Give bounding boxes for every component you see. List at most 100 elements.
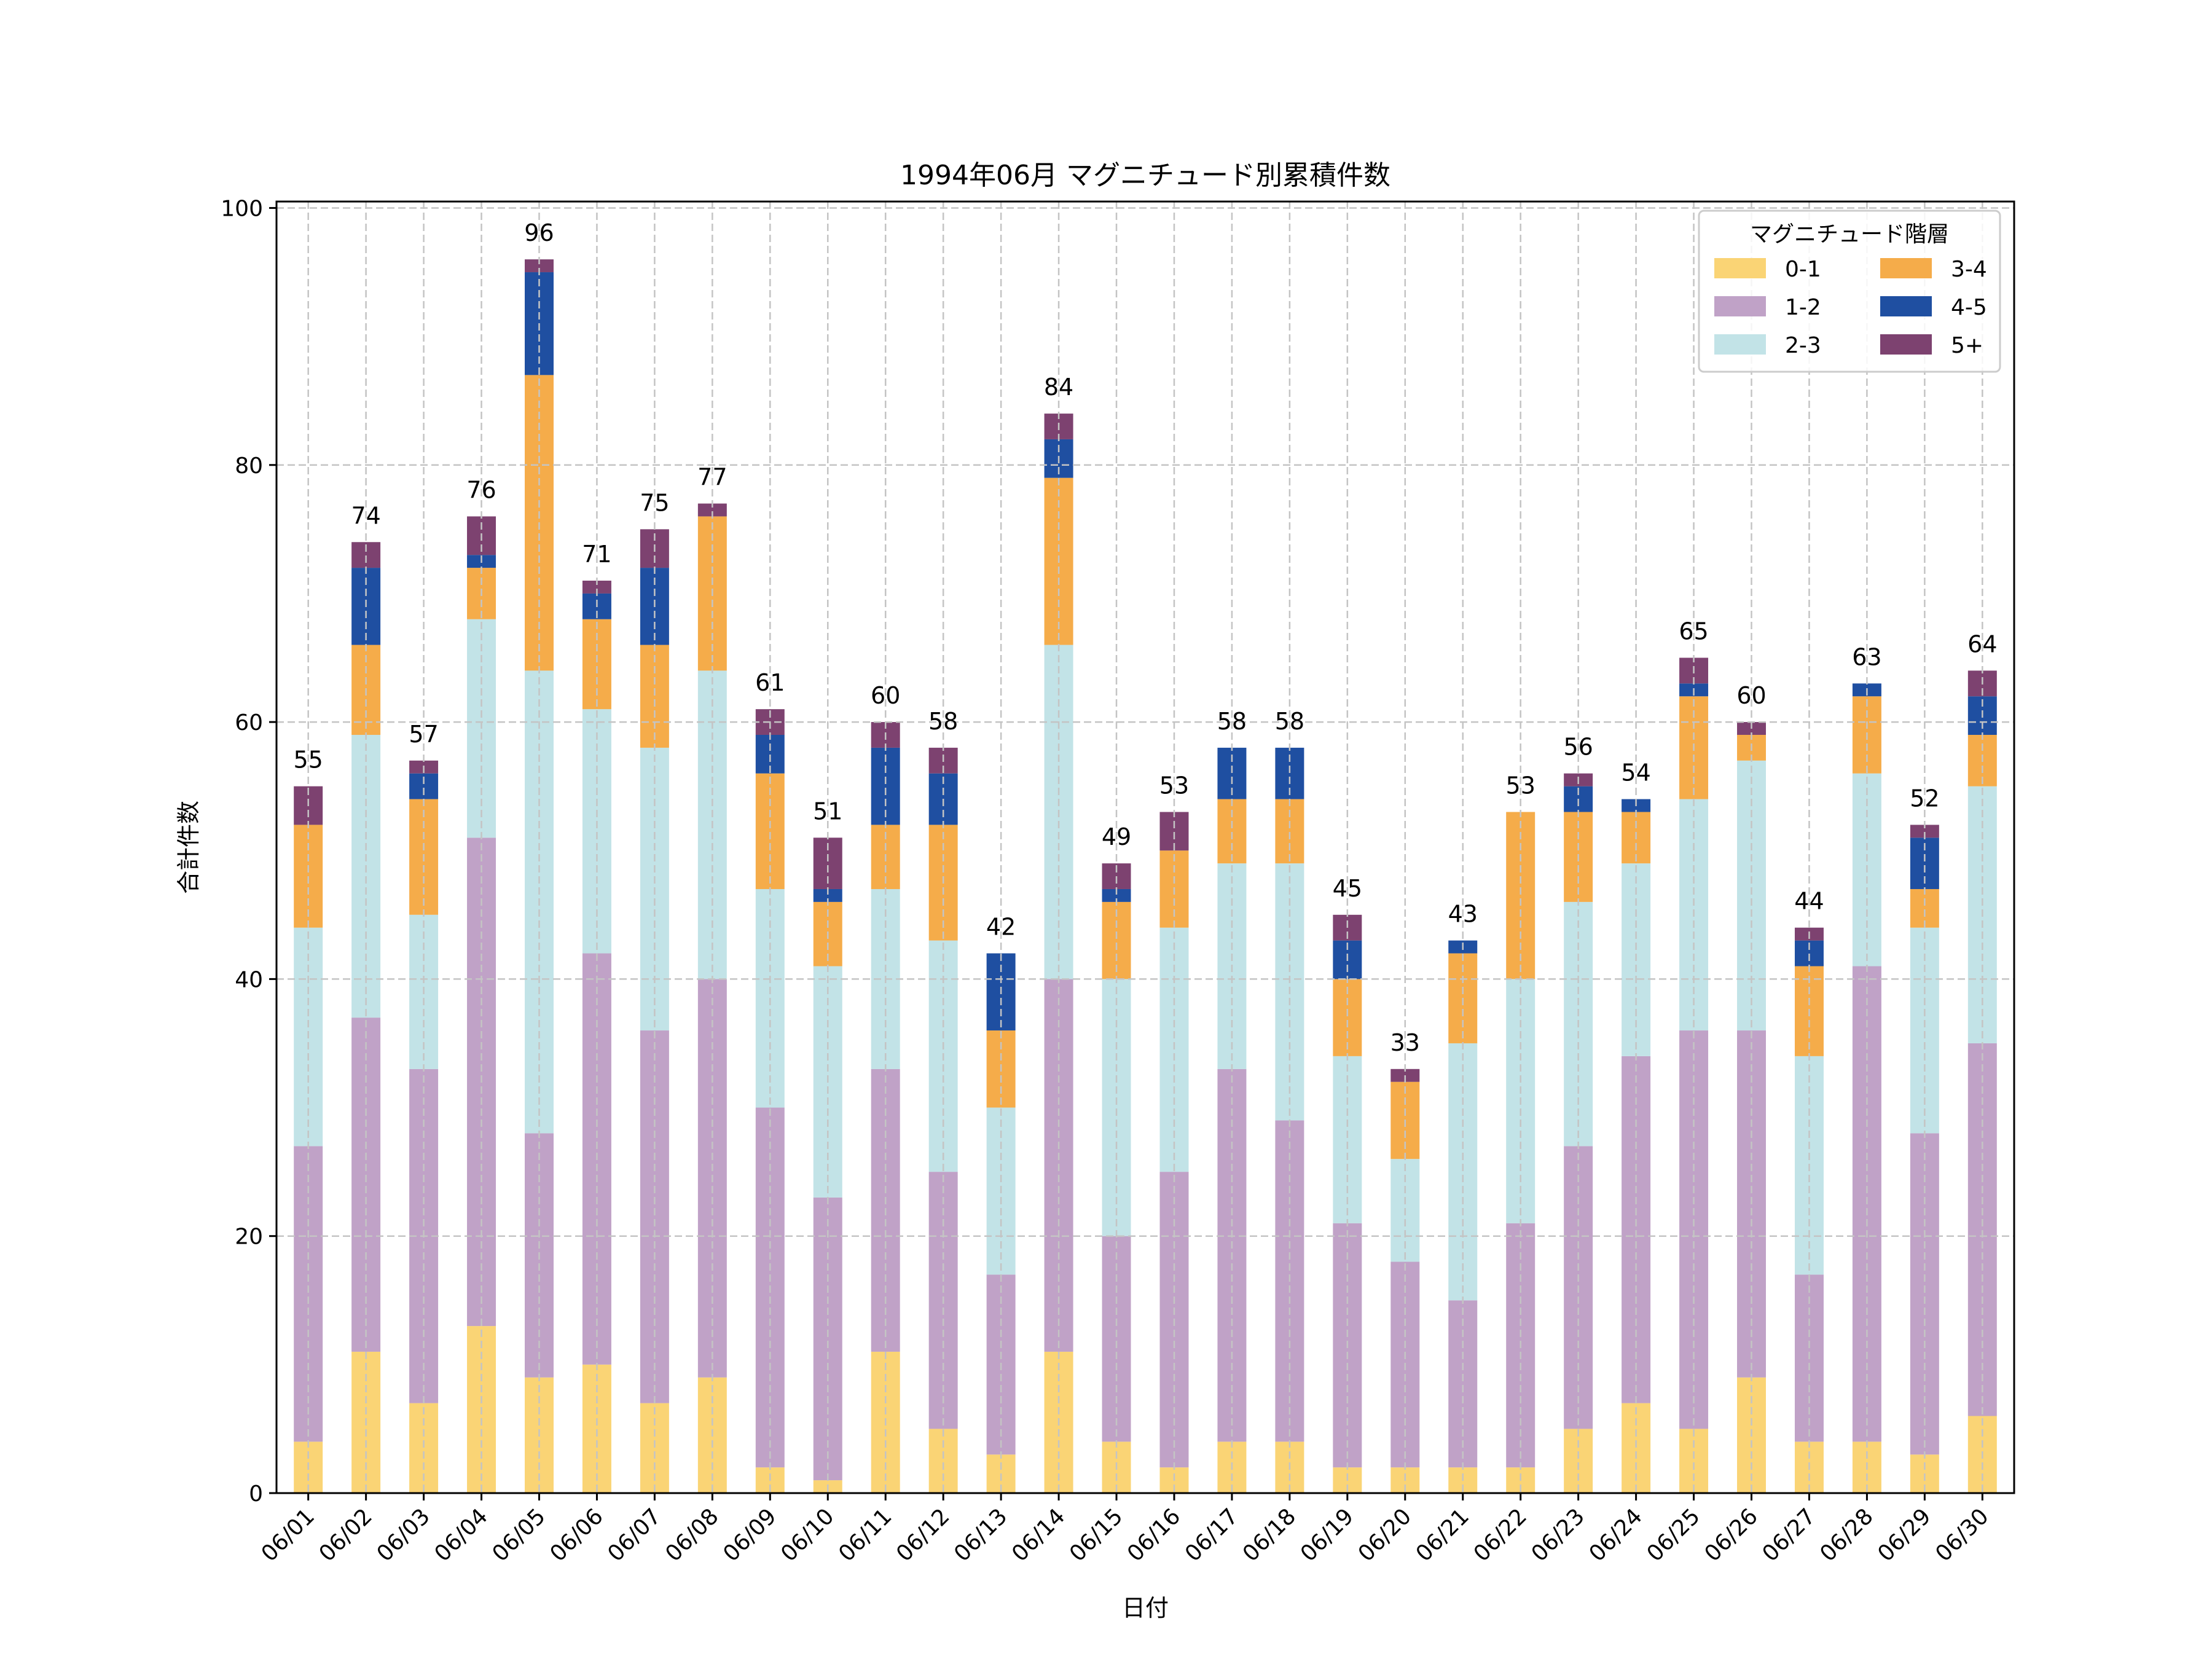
bar-segment-4-5 (1102, 888, 1131, 902)
bar-total-label: 74 (351, 502, 380, 529)
bar-total-label: 64 (1967, 630, 1997, 657)
bar-segment-4-5 (813, 888, 842, 902)
legend-title: マグニチュード階層 (1750, 222, 1949, 247)
x-tick-label: 06/22 (1469, 1504, 1532, 1566)
x-tick-label: 06/06 (545, 1504, 608, 1566)
bar-total-label: 42 (986, 914, 1016, 941)
bar-total-label: 71 (582, 541, 611, 568)
legend-swatch-3-4 (1880, 258, 1932, 278)
legend-label-2-3: 2-3 (1785, 333, 1821, 358)
bar-total-label: 52 (1910, 785, 1939, 812)
legend-swatch-2-3 (1714, 334, 1766, 355)
bar-total-label: 63 (1852, 643, 1881, 670)
bar-total-label: 76 (466, 476, 496, 503)
bar-segment-3-4 (1506, 812, 1535, 979)
bar-segment-0-1 (1679, 1429, 1709, 1493)
bar-total-label: 45 (1333, 875, 1362, 902)
bar-segment-2-3 (1333, 1056, 1362, 1223)
bar-total-label: 57 (409, 721, 438, 748)
x-tick-label: 06/08 (661, 1504, 723, 1566)
bar-segment-5+ (697, 503, 727, 517)
bar-total-label: 60 (1736, 682, 1766, 709)
legend-label-4-5: 4-5 (1951, 295, 1987, 320)
bar-total-label: 55 (293, 747, 323, 774)
grid-lines (276, 202, 2014, 1494)
bars (294, 259, 1997, 1493)
y-axis-ticks: 0 20 40 60 80 100 (221, 196, 276, 1507)
bar-segment-1-2 (1448, 1300, 1478, 1468)
x-tick-label: 06/29 (1873, 1504, 1936, 1566)
legend-swatch-5+ (1880, 334, 1932, 355)
x-axis-ticks: 06/0106/0206/0306/0406/0506/0606/0706/08… (257, 1493, 1994, 1567)
bar-segment-1-2 (294, 1146, 323, 1442)
bar-segment-0-1 (1564, 1429, 1593, 1493)
x-tick-label: 06/25 (1642, 1504, 1705, 1566)
bar-segment-5+ (525, 259, 554, 273)
bar-segment-3-4 (582, 619, 611, 710)
x-tick-label: 06/11 (834, 1504, 896, 1566)
bar-total-label: 77 (697, 464, 727, 491)
y-axis-label: 合計件数 (175, 801, 202, 894)
x-tick-label: 06/21 (1411, 1504, 1474, 1566)
bar-total-label: 54 (1621, 759, 1650, 786)
x-tick-label: 06/12 (892, 1504, 954, 1566)
bar-segment-1-2 (1679, 1030, 1709, 1429)
x-tick-label: 06/18 (1238, 1504, 1301, 1566)
x-tick-label: 06/16 (1123, 1504, 1185, 1566)
plot-area-frame (275, 200, 2015, 1494)
legend-label-0-1: 0-1 (1785, 257, 1821, 282)
bar-segment-1-2 (813, 1197, 842, 1481)
bar-total-label: 44 (1794, 888, 1824, 915)
bar-total-label: 58 (928, 708, 958, 735)
bar-total-label: 75 (640, 489, 669, 516)
y-tick-label: 40 (235, 967, 263, 992)
legend-swatch-1-2 (1714, 296, 1766, 316)
x-tick-label: 06/04 (430, 1504, 493, 1566)
bar-total-label: 61 (755, 669, 785, 696)
x-tick-label: 06/27 (1757, 1504, 1820, 1566)
y-tick-label: 80 (235, 453, 263, 479)
bar-total-label: 84 (1044, 374, 1073, 401)
bar-total-label: 58 (1275, 708, 1304, 735)
bar-totals: 55 74 57 76 96 71 75 77 61 51 60 58 42 84 49 53 58 58 45 33… (293, 219, 1997, 1056)
x-tick-label: 06/30 (1931, 1504, 1993, 1566)
x-tick-label: 06/28 (1815, 1504, 1878, 1566)
x-axis-label: 日付 (1122, 1594, 1169, 1622)
bar-total-label: 96 (524, 219, 554, 246)
y-tick-label: 100 (221, 196, 263, 221)
bar-total-label: 51 (813, 798, 842, 825)
x-tick-label: 06/03 (372, 1504, 435, 1566)
x-tick-label: 06/19 (1296, 1504, 1359, 1566)
x-tick-label: 06/14 (1007, 1504, 1070, 1566)
y-tick-label: 0 (249, 1481, 263, 1507)
bar-total-label: 53 (1159, 772, 1189, 799)
x-tick-label: 06/05 (487, 1504, 550, 1566)
legend-swatch-4-5 (1880, 296, 1932, 316)
legend-frame (1698, 210, 2001, 373)
x-tick-label: 06/26 (1700, 1504, 1763, 1566)
bar-total-label: 43 (1448, 901, 1478, 928)
legend-label-1-2: 1-2 (1785, 295, 1821, 320)
x-tick-label: 06/01 (257, 1504, 320, 1566)
bar-segment-3-4 (1275, 799, 1304, 864)
bar-total-label: 53 (1506, 772, 1535, 799)
legend: マグニチュード階層 0-1 1-2 2-3 3-4 4-5 5+ (1698, 210, 2001, 373)
bar-total-label: 33 (1390, 1029, 1420, 1056)
bar-segment-1-2 (351, 1018, 381, 1352)
x-tick-label: 06/15 (1065, 1504, 1128, 1566)
x-tick-label: 06/07 (603, 1504, 665, 1566)
chart-title: 1994年06月 マグニチュード別累積件数 (900, 160, 1390, 191)
x-tick-label: 06/23 (1527, 1504, 1590, 1566)
bar-segment-3-4 (1217, 799, 1247, 864)
y-tick-label: 20 (235, 1225, 263, 1250)
bar-total-label: 65 (1679, 618, 1708, 645)
x-tick-label: 06/24 (1585, 1504, 1647, 1566)
bar-total-label: 60 (871, 682, 900, 709)
legend-label-5+: 5+ (1951, 333, 1983, 358)
bar-segment-0-1 (928, 1429, 958, 1493)
bar-total-label: 56 (1563, 734, 1593, 761)
x-tick-label: 06/09 (718, 1504, 781, 1566)
bar-segment-5+ (1910, 825, 1939, 838)
bar-total-label: 58 (1217, 708, 1247, 735)
